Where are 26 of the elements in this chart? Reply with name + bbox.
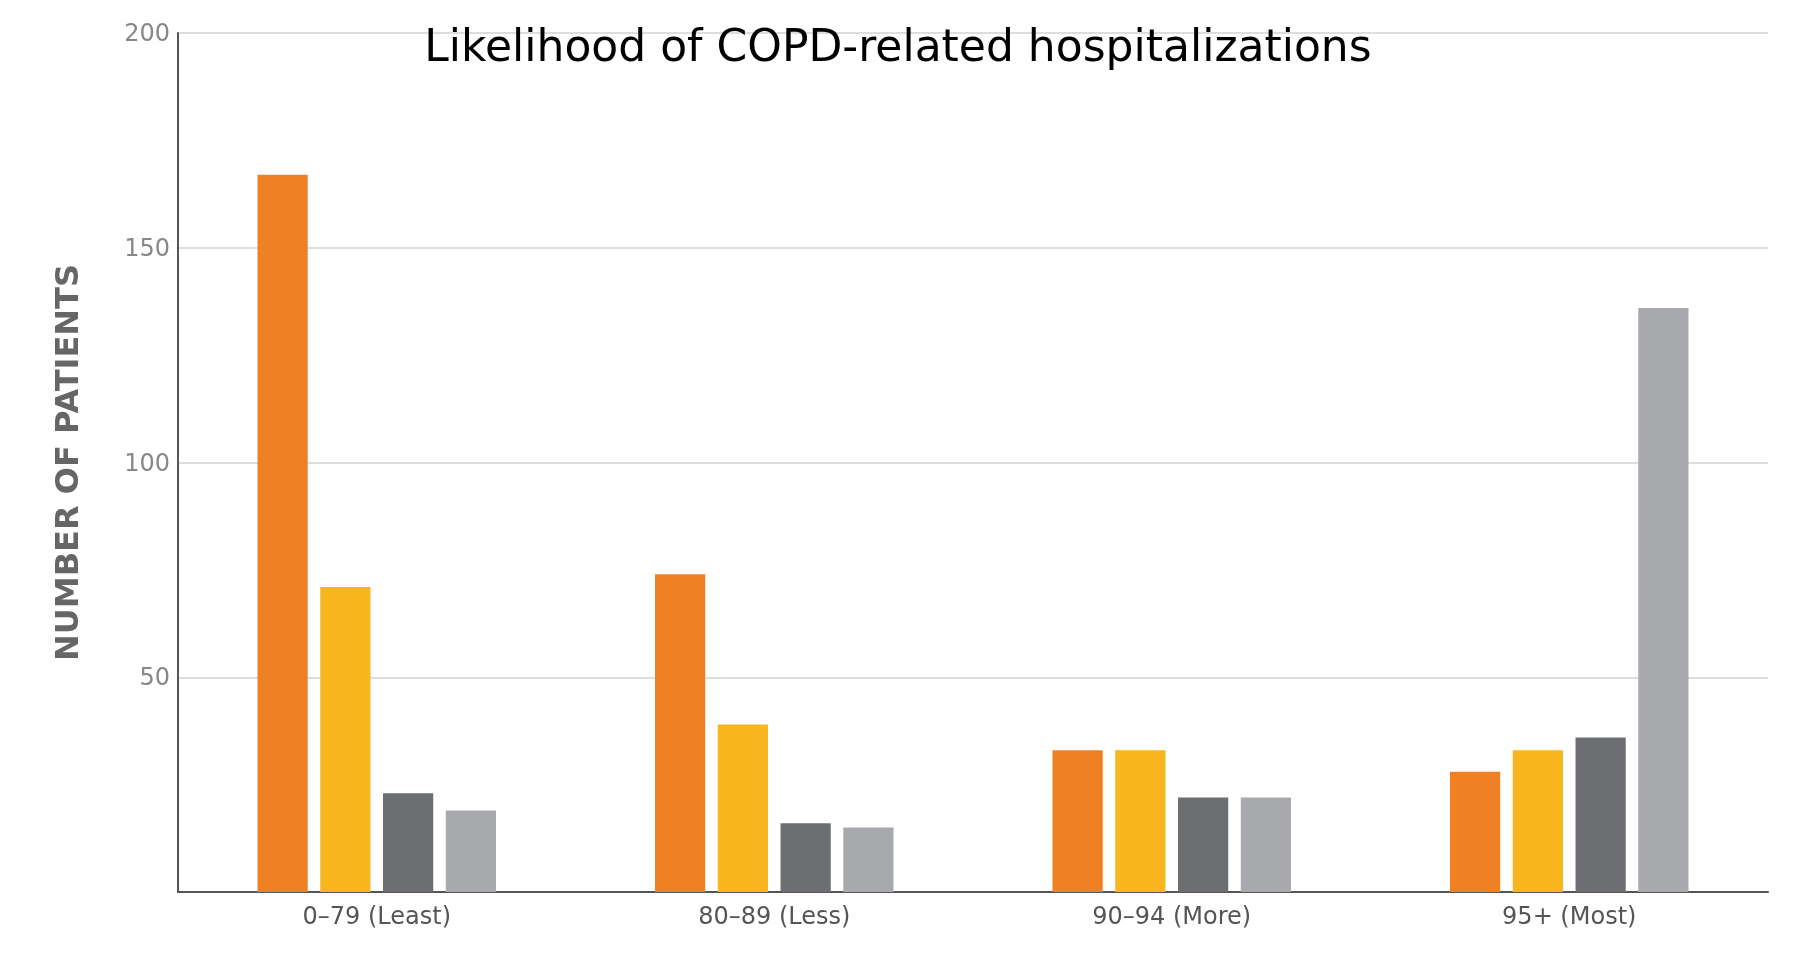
y-tick-label: 150	[124, 233, 170, 262]
bar	[383, 793, 434, 892]
bar	[445, 810, 496, 892]
bar	[1240, 797, 1291, 892]
bar	[1575, 737, 1626, 892]
x-tick-label: 95+ (Most)	[1502, 902, 1637, 930]
y-tick-label: 100	[124, 448, 170, 477]
x-tick-label: 0–79 (Least)	[302, 902, 451, 930]
bar	[320, 587, 371, 892]
x-tick-label: 90–94 (More)	[1092, 902, 1252, 930]
bar	[1512, 750, 1563, 892]
y-tick-label: 200	[124, 19, 170, 47]
bar	[257, 174, 308, 892]
x-tick-label: 80–89 (Less)	[698, 902, 851, 930]
bar	[1052, 750, 1103, 892]
bar	[1638, 307, 1689, 892]
bar	[717, 724, 768, 892]
bar	[655, 574, 706, 892]
bar	[780, 823, 831, 892]
chart-title: Likelihood of COPD-related hospitalizations	[424, 19, 1372, 71]
bar	[1450, 771, 1501, 892]
bar	[843, 827, 894, 892]
bar	[1115, 750, 1166, 892]
bar	[1178, 797, 1229, 892]
y-axis-title: NUMBER OF PATIENTS	[48, 264, 86, 661]
y-tick-label: 50	[139, 663, 170, 692]
